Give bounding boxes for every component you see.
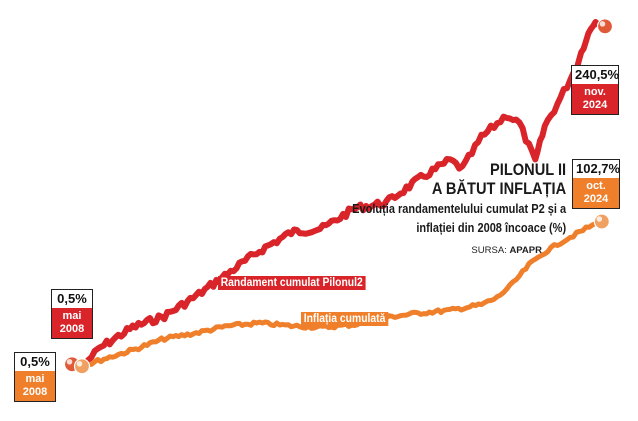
callout-red-start: 0,5% mai 2008 bbox=[51, 289, 93, 339]
source-prefix: SURSA: bbox=[471, 245, 507, 256]
chart-subtitle-line2: inflației din 2008 încoace (%) bbox=[416, 221, 566, 235]
chart-title-line1: PILONUL II bbox=[489, 160, 566, 179]
callout-red-start-month: mai bbox=[62, 310, 82, 322]
callout-red-end-year: 2024 bbox=[582, 98, 608, 111]
series-label-red: Randament cumulat Pilonul2 bbox=[218, 276, 366, 290]
callout-orange-end-year: 2024 bbox=[583, 192, 609, 205]
source-name: APAPR bbox=[509, 245, 542, 256]
callout-red-start-date: mai 2008 bbox=[52, 308, 92, 338]
title-block: PILONUL II A BĂTUT INFLAȚIA Evoluția ran… bbox=[323, 160, 566, 236]
callout-red-end-month: nov. bbox=[584, 86, 606, 98]
callout-orange-end-month: oct. bbox=[586, 180, 606, 192]
callout-red-start-value: 0,5% bbox=[57, 291, 87, 306]
callout-red-end: 240,5% nov. 2024 bbox=[571, 65, 619, 115]
callout-orange-end: 102,7% oct. 2024 bbox=[572, 159, 620, 209]
callout-red-end-date: nov. 2024 bbox=[572, 84, 618, 114]
endpoint-marker-randament-end bbox=[596, 18, 614, 35]
callout-orange-end-value: 102,7% bbox=[576, 161, 621, 176]
endpoint-marker-inflatie-start bbox=[73, 358, 91, 375]
source-note: SURSA: APAPR bbox=[471, 245, 542, 256]
series-line-inflatie bbox=[79, 219, 605, 369]
callout-orange-start-month: mai bbox=[25, 373, 45, 385]
callout-orange-start: 0,5% mai 2008 bbox=[14, 352, 56, 402]
callout-red-start-year: 2008 bbox=[59, 322, 85, 335]
callout-orange-start-value: 0,5% bbox=[20, 354, 50, 369]
callout-red-end-value: 240,5% bbox=[575, 67, 620, 82]
chart-subtitle-line1: Evoluția randamentelului cumulat P2 și a bbox=[352, 202, 566, 216]
marker-layer bbox=[63, 18, 614, 375]
callout-orange-start-year: 2008 bbox=[22, 385, 48, 398]
callout-orange-end-date: oct. 2024 bbox=[573, 178, 619, 208]
series-label-orange: Inflația cumulată bbox=[301, 312, 389, 326]
chart-title-line2: A BĂTUT INFLAȚIA bbox=[431, 179, 566, 198]
series-line-randament bbox=[79, 19, 608, 370]
endpoint-marker-inflatie-end bbox=[593, 213, 610, 230]
callout-orange-start-date: mai 2008 bbox=[15, 371, 55, 401]
